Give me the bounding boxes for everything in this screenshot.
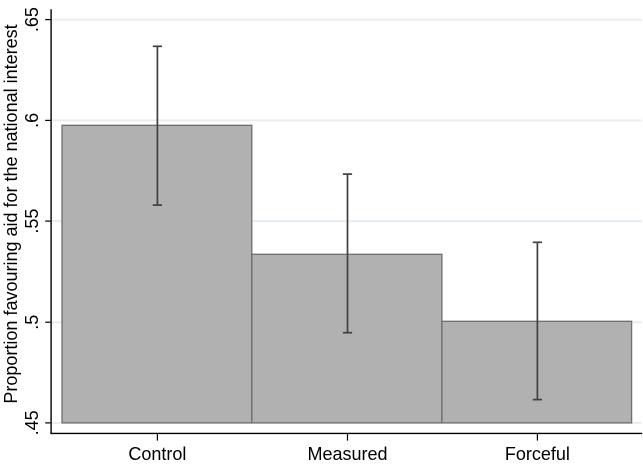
svg-text:.5: .5 [22,315,42,330]
svg-text:Measured: Measured [307,444,387,464]
svg-text:.45: .45 [22,410,42,435]
svg-text:.6: .6 [22,113,42,128]
svg-text:Forceful: Forceful [505,444,570,464]
svg-text:.55: .55 [22,209,42,234]
svg-text:Control: Control [128,444,186,464]
svg-text:.65: .65 [22,7,42,32]
svg-text:Proportion favouring aid for t: Proportion favouring aid for the nationa… [1,24,21,403]
